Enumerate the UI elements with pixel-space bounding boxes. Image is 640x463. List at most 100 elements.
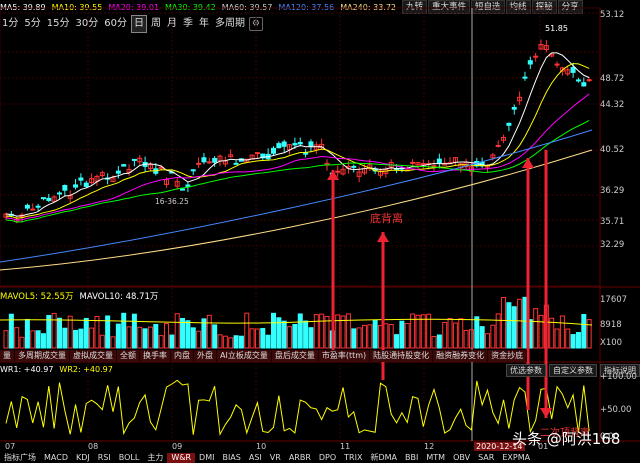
volume-bar	[185, 320, 191, 349]
ma240-line	[0, 149, 593, 271]
period-month[interactable]: 月	[166, 18, 177, 29]
wr-tick: 0.00	[600, 432, 619, 442]
ind-tab-capital[interactable]: 资金抄底	[488, 350, 528, 362]
bottom-tab-3[interactable]: RSI	[97, 453, 111, 462]
arrow-2-head	[377, 232, 389, 242]
bottom-tab-12[interactable]: DPO	[318, 453, 337, 462]
bottom-tab-9[interactable]: ASI	[248, 453, 262, 462]
volume-bar	[67, 315, 73, 349]
volume-bar	[586, 319, 592, 349]
ind-tab-amount[interactable]: 全额	[117, 350, 140, 362]
bottom-tab-13[interactable]: TRIX	[344, 453, 363, 462]
tab-ma[interactable]: 均线	[505, 0, 531, 14]
candle	[126, 169, 132, 173]
candle	[495, 144, 501, 147]
period-week[interactable]: 周	[150, 18, 161, 29]
volume-header: MAVOL5: 52.55万 MAVOL10: 48.71万	[0, 290, 158, 302]
volume-bar	[452, 322, 458, 349]
optimal-params-button[interactable]: 优选参数	[506, 364, 546, 377]
period-30min[interactable]: 30分	[75, 18, 99, 29]
volume-bar	[388, 324, 394, 349]
candle	[276, 143, 282, 149]
ma120-line	[0, 129, 593, 263]
ind-tab-outer[interactable]: 外盘	[194, 350, 217, 362]
tab-watchlist[interactable]: 短自选	[471, 0, 505, 14]
period-year[interactable]: 年	[198, 18, 209, 29]
candle	[415, 162, 421, 166]
candle	[431, 165, 437, 168]
ind-tab-multi-volume[interactable]: 多周期成交量	[15, 350, 70, 362]
bottom-tab-0[interactable]: 指标广场	[4, 453, 36, 462]
candle	[335, 170, 341, 173]
bottom-tab-11[interactable]: ARBR	[288, 453, 311, 462]
bottom-tab-16[interactable]: MTM	[426, 453, 446, 462]
bottom-tab-14[interactable]: 新DMA	[370, 453, 398, 462]
candle	[254, 152, 260, 155]
vol-tick: 8918	[600, 320, 622, 330]
bottom-tab-2[interactable]: KDJ	[75, 453, 90, 462]
candle	[522, 76, 528, 79]
bottom-tab-6[interactable]: W&R	[167, 453, 196, 463]
ma60-value: MA60: 39.57	[221, 2, 273, 12]
candle	[554, 63, 560, 66]
candle	[319, 143, 325, 148]
bottom-tab-19[interactable]: EXPMA	[502, 453, 531, 462]
bottom-tab-5[interactable]: 主力	[147, 453, 164, 462]
candle	[201, 157, 207, 163]
period-multi[interactable]: 多周期	[214, 18, 245, 29]
ind-tab-after-hours[interactable]: 盘后成交量	[271, 350, 319, 362]
candle	[490, 154, 496, 159]
ind-tab-hk-connect[interactable]: 陆股通持股变化	[370, 350, 434, 362]
volume-bar	[94, 316, 100, 349]
volume-bar	[303, 320, 309, 349]
candle	[121, 164, 127, 167]
bottom-tab-7[interactable]: DMI	[199, 453, 215, 462]
date-tick: 09	[172, 442, 183, 451]
volume-bar	[105, 315, 111, 349]
period-quarter[interactable]: 季	[182, 18, 193, 29]
volume-bar	[158, 335, 164, 349]
volume-bar	[394, 334, 400, 349]
ind-tab-margin[interactable]: 融资融券变化	[433, 350, 489, 362]
bottom-tab-1[interactable]: MACD	[44, 453, 68, 462]
volume-bar	[287, 326, 293, 349]
ma20-line	[5, 93, 590, 221]
bottom-tab-8[interactable]: BIAS	[222, 453, 241, 462]
price-tick: 32.29	[600, 240, 625, 250]
indicator-bottom-tabs: 指标广场 MACD KDJ RSI BOLL 主力 W&R DMI BIAS ASI VR ARBR D…	[0, 453, 534, 463]
mavol-line	[0, 318, 593, 326]
bottom-tab-10[interactable]: VR	[269, 453, 281, 462]
volume-bar	[260, 327, 266, 349]
ind-tab-pe[interactable]: 市盈率(ttm)	[318, 350, 371, 362]
bottom-tab-15[interactable]: BBI	[405, 453, 419, 462]
watermark: 头条 @阿洪168	[512, 430, 621, 448]
volume-bar	[581, 314, 587, 349]
ind-tab-inner[interactable]: 内盘	[171, 350, 194, 362]
tab-jiuzhuan[interactable]: 九转	[402, 0, 428, 14]
volume-bar	[222, 335, 228, 349]
ind-tab-virtual-volume[interactable]: 虚拟成交量	[70, 350, 117, 362]
period-1min[interactable]: 1分	[2, 18, 19, 29]
ind-tab-volume[interactable]: 量	[0, 350, 15, 362]
period-5min[interactable]: 5分	[24, 18, 41, 29]
ind-tab-turnover[interactable]: 换手率	[140, 350, 171, 362]
bottom-tab-18[interactable]: SAR	[478, 453, 495, 462]
candle	[196, 162, 202, 165]
volume-bar	[35, 330, 41, 349]
date-tick: 07	[5, 442, 16, 451]
bottom-tab-4[interactable]: BOLL	[118, 453, 140, 462]
candle	[527, 60, 533, 65]
volume-bar	[442, 321, 448, 349]
volume-bar	[276, 317, 282, 349]
tab-share[interactable]: 分享	[557, 0, 583, 14]
bottom-tab-17[interactable]: OBV	[453, 453, 471, 462]
custom-params-button[interactable]: 自定义参数	[549, 364, 597, 377]
wr-line	[5, 379, 590, 436]
ind-tab-ai-volume[interactable]: AI立板成交量	[217, 350, 272, 362]
period-day[interactable]: 日	[130, 15, 147, 33]
volume-bar	[517, 298, 523, 349]
volume-bar	[292, 324, 298, 349]
period-60min[interactable]: 60分	[104, 18, 127, 29]
period-15min[interactable]: 15分	[46, 18, 70, 29]
